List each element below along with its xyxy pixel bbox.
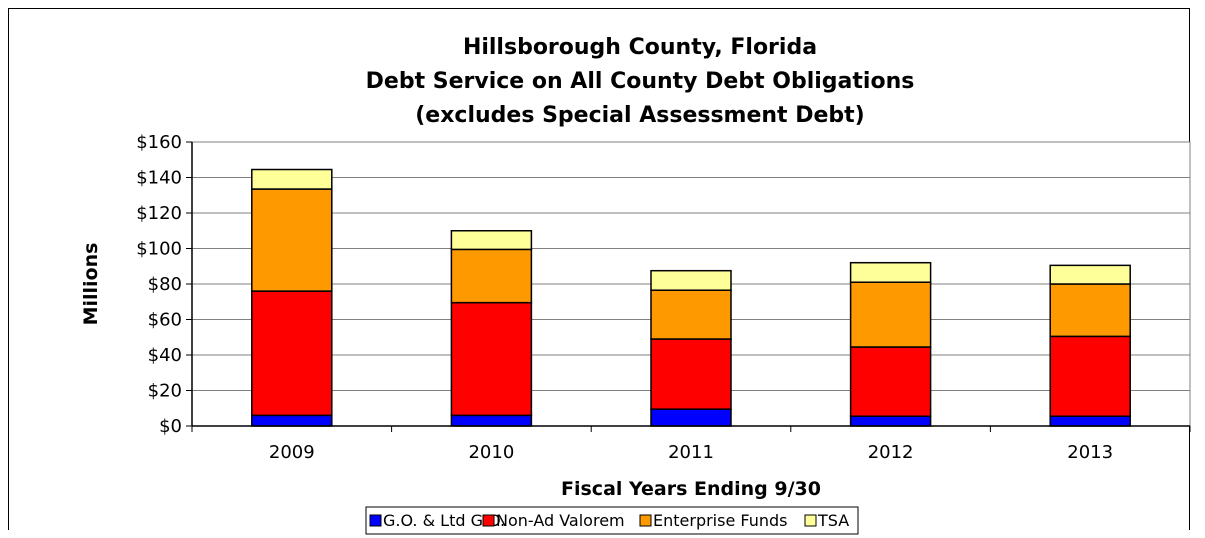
y-tick-label: $20 <box>148 381 182 402</box>
bar-2010-enterprise-funds <box>450 248 533 304</box>
legend-label: TSA <box>817 511 849 530</box>
y-axis-title: Millions <box>80 243 102 326</box>
bar-2012-enterprise-funds <box>849 281 932 348</box>
y-tick-label: $60 <box>148 310 182 331</box>
bar-2013-tsa <box>1049 264 1131 285</box>
legend-label: Enterprise Funds <box>653 511 788 530</box>
x-axis-title: Fiscal Years Ending 9/30 <box>561 478 821 500</box>
bar-2009-g-o-ltd-g-o <box>251 414 333 427</box>
legend-swatch <box>369 514 382 527</box>
axes <box>186 141 1191 432</box>
legend-label: G.O. & Ltd G.O. <box>383 511 505 530</box>
legend: G.O. & Ltd G.O.Non-Ad Valorem Enterprise … <box>365 506 859 535</box>
bar-2012-g-o-ltd-g-o <box>849 415 932 427</box>
x-tick-label: 2009 <box>269 442 315 463</box>
bar-2009-tsa <box>251 168 333 190</box>
legend-label: Non-Ad Valorem <box>496 511 625 530</box>
gridlines <box>192 141 1190 391</box>
y-tick-label: $0 <box>159 416 182 437</box>
y-tick-label: $40 <box>148 345 182 366</box>
y-tick-label: $100 <box>136 239 182 260</box>
bar-2012-tsa <box>849 261 932 283</box>
bar-2009-enterprise-funds <box>251 188 333 292</box>
y-tick-label: $80 <box>148 274 182 295</box>
x-tick-label: 2012 <box>868 442 914 463</box>
bars <box>251 168 1131 427</box>
chart-title-line-2: Debt Service on All County Debt Obligati… <box>366 69 915 94</box>
x-tick-label: 2010 <box>468 442 514 463</box>
chart-title-line-3: (excludes Special Assessment Debt) <box>415 103 865 128</box>
x-tick-label: 2011 <box>668 442 714 463</box>
legend-swatch <box>804 514 817 527</box>
y-tick-labels: $0 $20 $40 $60 $80 $100 $120 $140 $160 <box>136 132 182 437</box>
y-tick-label: $140 <box>136 168 182 189</box>
bar-2011-non-ad-valorem <box>650 338 732 410</box>
bar-2009-non-ad-valorem <box>251 290 333 417</box>
bar-2013-enterprise-funds <box>1049 283 1131 338</box>
bar-2011-g-o-ltd-g-o <box>650 408 732 427</box>
bar-2010-tsa <box>450 230 533 251</box>
y-tick-label: $120 <box>136 203 182 224</box>
bar-2011-enterprise-funds <box>650 289 732 340</box>
legend-swatch <box>482 514 495 527</box>
bar-2010-g-o-ltd-g-o <box>450 414 533 427</box>
bar-2011-tsa <box>650 269 732 291</box>
bar-2010-non-ad-valorem <box>450 301 533 417</box>
x-tick-label: 2013 <box>1067 442 1113 463</box>
chart-title-line-1: Hillsborough County, Florida <box>463 35 817 60</box>
bar-2013-non-ad-valorem <box>1049 335 1131 417</box>
bar-2012-non-ad-valorem <box>849 346 932 417</box>
x-tick-labels: 2009 2010 2011 2012 2013 <box>269 442 1113 463</box>
y-tick-label: $160 <box>136 132 182 153</box>
legend-box <box>365 506 859 535</box>
bar-2013-g-o-ltd-g-o <box>1049 415 1131 427</box>
legend-swatch <box>639 514 652 527</box>
chart-title: Hillsborough County, Florida Debt Servic… <box>366 35 915 128</box>
